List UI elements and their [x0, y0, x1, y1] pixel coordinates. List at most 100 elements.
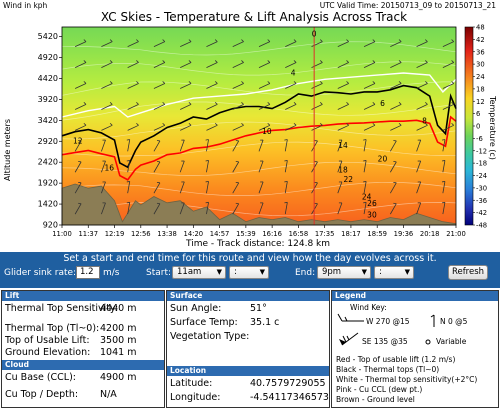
wind-barb-feather	[451, 60, 455, 63]
wind-barb	[74, 202, 82, 215]
wind-barb-feather	[346, 102, 349, 105]
wind-barb	[337, 160, 343, 173]
wind-barb-staff	[179, 202, 185, 215]
wind-barb-staff	[206, 202, 209, 215]
wind-barb-staff	[416, 139, 422, 152]
wind-barb-feather	[126, 180, 130, 183]
wind-barb-staff	[232, 83, 244, 89]
wind-barb-staff	[74, 83, 87, 89]
wind-barb	[337, 202, 343, 215]
start-hour-select[interactable]: 11am ▼	[172, 266, 226, 279]
wind-barb-staff	[442, 41, 454, 48]
wind-barb-feather	[267, 122, 271, 126]
isotherm-label: 24	[362, 192, 372, 201]
wind-barb-feather	[441, 201, 446, 204]
colorbar-tick-label: -42	[476, 209, 487, 217]
wind-barb-feather	[241, 122, 244, 126]
wind-barb	[101, 60, 113, 68]
isotherm-label: 20	[378, 154, 388, 163]
wind-barb-staff	[74, 41, 87, 48]
wind-barb-feather	[83, 81, 87, 84]
wind-barb	[363, 139, 367, 152]
wind-barb-staff	[153, 62, 165, 68]
wind-barb	[232, 202, 240, 215]
wind-barb-staff	[127, 124, 139, 131]
wind-barb	[441, 180, 446, 194]
chevron-down-icon: ▼	[259, 268, 265, 276]
wind-barb	[363, 122, 376, 131]
wind-barb-feather	[109, 60, 113, 63]
wind-barb-staff	[206, 124, 218, 131]
wind-barb	[363, 81, 376, 89]
wind-barb	[285, 81, 297, 89]
wind-barb-staff	[390, 124, 402, 131]
wind-barb-feather	[188, 39, 192, 42]
wind-barb-feather	[136, 102, 139, 105]
wind-barb-staff	[442, 181, 446, 194]
wind-barb-staff	[285, 62, 297, 68]
chevron-down-icon: ▼	[361, 268, 367, 276]
colorbar-tick-label: -30	[476, 184, 487, 192]
wind-barb	[101, 81, 113, 89]
wind-barb	[180, 60, 192, 68]
wind-barb	[258, 39, 271, 48]
wind-barb	[442, 102, 455, 110]
wind-barb	[284, 160, 288, 173]
wind-barb	[206, 39, 218, 48]
route-controls-bar: Set a start and end time for this route …	[0, 252, 500, 288]
thermal-top-line	[61, 84, 457, 169]
glider-sink-input[interactable]: 1.2	[76, 266, 100, 279]
wind-barb-staff	[74, 140, 82, 152]
wind-barb	[101, 39, 113, 48]
wind-barb	[74, 60, 87, 68]
wind-barb-feather	[372, 60, 376, 63]
wind-barb	[126, 160, 131, 173]
y-tick-label: 2420	[38, 158, 58, 167]
wind-barb	[337, 60, 349, 68]
wind-barb-staff	[180, 124, 192, 131]
wind-barb-staff	[258, 124, 271, 131]
wind-barb-feather	[398, 122, 402, 126]
wind-barb	[442, 60, 455, 68]
lift-label-thermal-top-sensitivity: Thermal Top Sensitivity:	[5, 303, 119, 314]
x-tick-label: 14:20	[184, 230, 204, 238]
wind-barb	[206, 60, 218, 68]
x-tick-label: 12:56	[131, 230, 151, 238]
end-minute-select[interactable]: : ▼	[374, 266, 414, 279]
end-hour-select[interactable]: 9pm ▼	[317, 266, 371, 279]
wind-barb-staff	[363, 139, 367, 152]
wind-barb	[390, 81, 402, 89]
wind-barb-feather	[441, 180, 446, 183]
refresh-button[interactable]: Refresh	[448, 265, 488, 280]
wind-barb-staff	[127, 104, 139, 110]
wind-barb	[389, 202, 397, 215]
wind-barb-staff	[101, 41, 113, 48]
lift-header: Lift	[2, 291, 164, 301]
wind-barb-staff	[101, 62, 113, 68]
chevron-down-icon: ▼	[404, 268, 410, 276]
wind-barb-feather	[162, 102, 166, 105]
wind-barb	[74, 122, 87, 131]
wind-barb-feather	[205, 201, 209, 204]
start-minute-select[interactable]: : ▼	[229, 266, 269, 279]
y-tick-label: 1420	[38, 200, 58, 209]
wind-barb	[416, 39, 428, 48]
wind-barb	[416, 102, 428, 110]
wind-barb	[232, 39, 244, 48]
wind-barb-feather	[425, 122, 428, 126]
wind-barb-staff	[153, 140, 161, 152]
wind-barb-staff	[153, 124, 165, 131]
cloud-value-cu-top: N/A	[100, 389, 117, 400]
wind-barb-feather	[363, 160, 367, 162]
legend-line-white: White - Thermal top sensitivity(+2°C)	[336, 375, 478, 384]
wind-barb	[416, 139, 422, 152]
wind-barb	[390, 122, 402, 131]
wind-barb	[127, 39, 139, 48]
wind-barb-staff	[337, 139, 343, 152]
wind-barb-staff	[442, 202, 446, 215]
wind-barb	[337, 181, 343, 194]
isotherm-label: 10	[262, 127, 272, 136]
wind-barb	[441, 139, 446, 152]
wind-barb-feather	[162, 60, 166, 63]
isotherm-label: 6	[380, 99, 385, 108]
